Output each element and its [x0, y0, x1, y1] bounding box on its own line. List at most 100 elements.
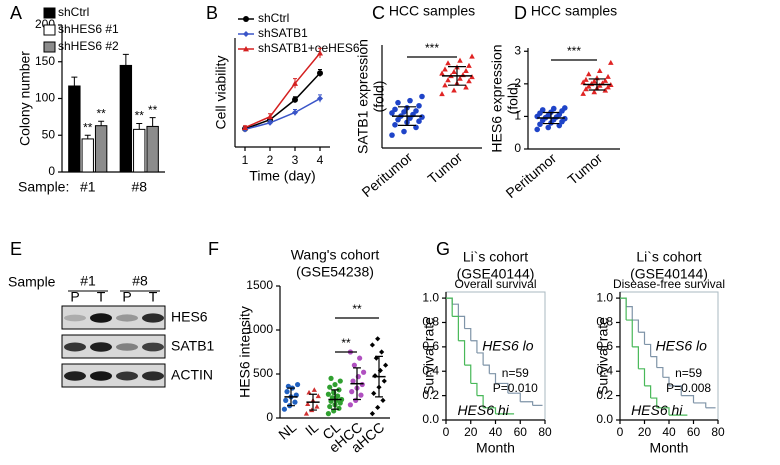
point	[401, 109, 407, 115]
y-tick-label: 0.8	[596, 315, 613, 329]
bar	[133, 128, 146, 173]
survival-step	[495, 382, 509, 394]
lane-label: T	[97, 289, 106, 305]
series-line	[244, 72, 321, 130]
point	[537, 121, 543, 128]
x-tick-label: 60	[687, 425, 701, 439]
y-axis-label: Survival rate	[421, 317, 437, 395]
point	[580, 90, 586, 96]
sd-bar	[375, 355, 383, 398]
point	[284, 389, 290, 395]
sample-name: #8	[132, 273, 148, 289]
x-tick-label: 40	[662, 425, 676, 439]
point	[401, 128, 407, 135]
sd-bar	[287, 387, 295, 407]
y-tick-label: 1500	[246, 278, 273, 292]
significance: ***	[567, 44, 581, 58]
legend-label: shSATB1	[258, 26, 308, 40]
point	[442, 82, 448, 88]
y-tick-label: 0.6	[596, 339, 613, 353]
survival-step	[656, 407, 670, 416]
x-tick-label: IL	[302, 419, 321, 439]
point	[392, 106, 398, 113]
legend-label: shCtrl	[258, 11, 289, 25]
survival-step	[693, 402, 707, 408]
survival-step	[650, 356, 658, 368]
point	[314, 403, 320, 409]
chart-title: Li`s cohort	[463, 249, 528, 265]
annotation: n=59	[675, 366, 702, 380]
x-axis-label: Month	[476, 440, 515, 456]
point	[416, 118, 422, 125]
blot-band	[116, 371, 138, 381]
bar	[94, 125, 108, 173]
x-tick-label: NL	[275, 419, 299, 443]
significance: **	[83, 120, 93, 134]
point	[281, 406, 287, 412]
survival-step	[632, 319, 639, 333]
bar	[146, 125, 159, 173]
panel-letter: D	[514, 3, 527, 23]
survival-step	[446, 297, 453, 317]
panel-letter: B	[206, 3, 218, 23]
chart-title: HCC samples	[389, 3, 475, 19]
point	[358, 392, 364, 398]
point	[419, 93, 425, 100]
blot-band	[116, 343, 138, 351]
chart-subtitle: Disease-free survival	[613, 277, 725, 291]
bar	[81, 138, 94, 173]
legend-marker	[243, 46, 249, 52]
point	[317, 95, 323, 102]
point	[372, 373, 378, 379]
blot-band	[142, 313, 164, 323]
survival-step	[681, 395, 695, 403]
point	[349, 389, 355, 395]
y-axis-label: HES6 intensity	[237, 306, 253, 398]
point	[381, 378, 387, 384]
survival-step	[626, 306, 633, 321]
y-tick-label: 100	[35, 91, 55, 105]
point	[369, 342, 375, 348]
point	[562, 105, 568, 111]
survival-step	[452, 315, 459, 341]
point	[292, 96, 298, 103]
survival-step	[483, 364, 490, 374]
point	[292, 109, 298, 116]
blot-band	[142, 371, 164, 381]
sd-bar	[448, 66, 466, 86]
point	[583, 76, 589, 82]
x-tick-label: 2	[267, 153, 274, 167]
point	[292, 80, 298, 86]
survival-step	[626, 319, 633, 347]
plot-frame	[445, 291, 546, 421]
point	[311, 387, 317, 392]
blot-band	[64, 371, 86, 381]
blot-band	[90, 342, 112, 352]
survival-step	[452, 303, 459, 317]
point	[336, 405, 342, 411]
point	[442, 66, 448, 72]
error-bar	[71, 76, 78, 87]
lane-label: P	[122, 289, 131, 305]
y-tick-label: 0.8	[422, 315, 439, 329]
y-tick-label: 0.0	[422, 412, 439, 426]
blot-frame	[61, 305, 166, 330]
y-axis-label: (fold)	[371, 81, 387, 113]
y-tick-label: 2	[514, 76, 521, 90]
significance: **	[96, 106, 106, 120]
legend-label: shCtrl	[58, 5, 89, 19]
y-tick-label: 1000	[246, 322, 273, 336]
survival-step	[620, 297, 627, 307]
point	[371, 390, 377, 396]
chart-title: Wang's cohort	[291, 247, 380, 263]
panel-letter: G	[436, 239, 450, 259]
x-tick-label: 0	[443, 425, 450, 439]
point	[580, 79, 586, 85]
y-tick-label: 1.0	[596, 290, 613, 304]
point	[292, 399, 298, 405]
legend-swatch	[43, 7, 56, 19]
point	[317, 70, 323, 77]
survival-step	[644, 385, 652, 399]
survival-step	[476, 352, 484, 366]
survival-step	[669, 385, 682, 396]
